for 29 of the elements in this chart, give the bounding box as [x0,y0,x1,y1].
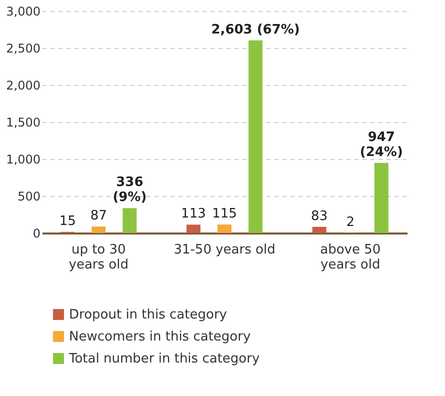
y-tick-label: 1,000 [6,152,40,166]
bar [92,226,106,233]
data-label: 2,603 (67%) [211,22,300,38]
x-tick-label: up to 30 years old [68,242,129,272]
y-tick-label: 500 [18,190,40,204]
data-label: 115 [212,206,237,222]
bar [186,224,200,233]
x-tick-label: 31-50 years old [174,242,276,258]
bar [122,208,137,233]
x-tick-label: above 50 years old [320,242,381,272]
data-label: 113 [181,206,206,222]
data-label: 83 [311,208,328,224]
y-tick-label: 1,500 [6,116,40,130]
legend-label: Dropout in this category [69,308,228,322]
y-tick-label: 3,000 [6,4,40,18]
y-tick-label: 2,500 [6,42,40,56]
bar [218,224,232,233]
bar [374,162,388,233]
data-label: 947 (24%) [360,130,403,160]
data-label: 15 [59,214,76,229]
bar [248,40,263,233]
legend-label: Newcomers in this category [69,330,251,344]
bar [312,226,326,233]
legend-label: Total number in this category [68,352,260,366]
y-tick-label: 0 [32,226,40,240]
y-tick-label: 2,000 [6,78,40,92]
data-label: 87 [90,208,107,224]
data-label: 336 (9%) [112,175,147,206]
data-label: 2 [346,214,355,230]
